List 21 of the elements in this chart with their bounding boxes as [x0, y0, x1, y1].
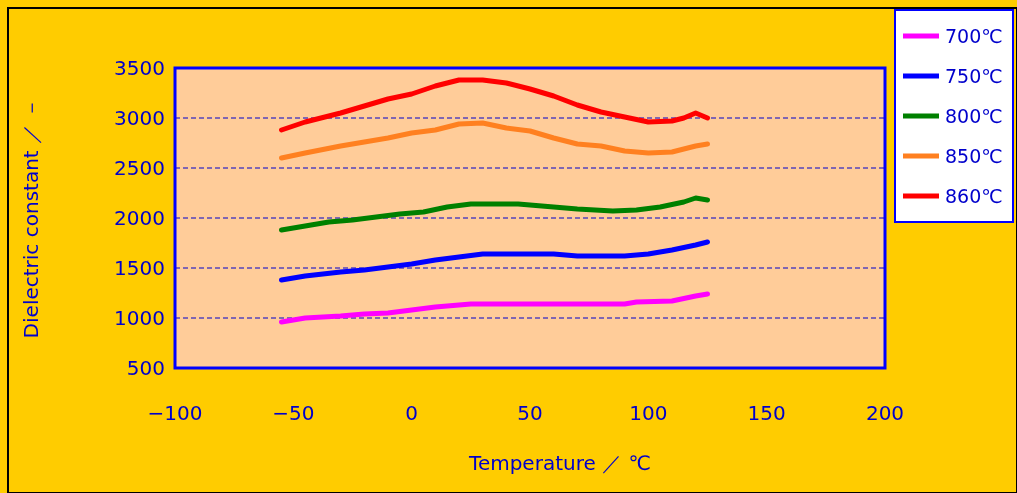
y-tick-label: 1000: [114, 306, 165, 330]
y-axis-title: Dielectric constant ／ －: [19, 97, 43, 339]
x-tick-label: 200: [865, 401, 905, 425]
y-tick-label: 2000: [114, 206, 165, 230]
y-tick-label: 500: [126, 356, 165, 380]
legend-label: 800℃: [945, 105, 1003, 127]
y-tick-label: 3000: [114, 106, 165, 130]
x-tick-label: 150: [747, 401, 786, 425]
x-tick-label: 50: [517, 401, 543, 425]
x-tick-label: −100: [147, 401, 203, 425]
y-tick-label: 2500: [114, 156, 165, 180]
legend-label: 750℃: [945, 65, 1003, 87]
legend-label: 860℃: [945, 185, 1003, 207]
legend-label: 850℃: [945, 145, 1003, 167]
y-tick-label: 1500: [114, 256, 165, 280]
x-tick-label: 100: [629, 401, 668, 425]
x-tick-label: −50: [272, 401, 315, 425]
legend-label: 700℃: [945, 25, 1003, 47]
x-axis-title: Temperature ／ ℃: [468, 451, 651, 475]
x-tick-label: 0: [405, 401, 419, 425]
y-tick-label: 3500: [114, 56, 165, 80]
